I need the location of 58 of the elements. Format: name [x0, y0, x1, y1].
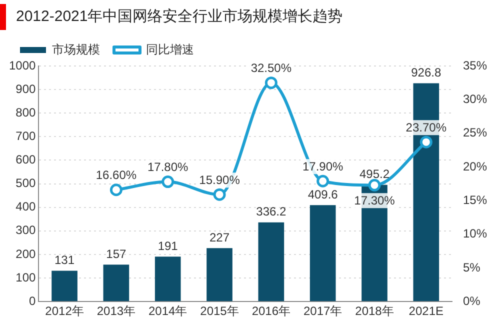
data-label: 495.2 [359, 167, 390, 182]
y2-tick-label: 10% [462, 226, 488, 241]
point [213, 188, 226, 201]
bar [103, 264, 130, 302]
data-label: 23.70% [406, 120, 447, 134]
data-label: 32.50% [250, 61, 292, 76]
y2-tick-label: 0% [462, 294, 481, 308]
x-tick-label: 2018年 [355, 304, 394, 318]
y2-tick-label: 25% [462, 126, 488, 140]
data-label: 15.90% [199, 172, 240, 187]
y2-tick-label: 20% [462, 159, 488, 174]
x-tick-label: 2015年 [200, 304, 239, 318]
bar [154, 256, 181, 302]
y-tick-label: 700 [16, 128, 36, 143]
y2-tick-label: 30% [462, 92, 488, 106]
bar [52, 270, 78, 302]
data-label: 409.6 [308, 187, 338, 202]
data-label: 227 [209, 230, 230, 244]
x-tick-label: 2013年 [96, 304, 136, 318]
y-tick-label: 400 [16, 200, 36, 214]
bar [258, 222, 284, 302]
x-tick-label: 2016年 [252, 304, 291, 318]
bar [206, 248, 232, 302]
data-label: 17.90% [302, 159, 344, 174]
y2-tick-label: 35% [462, 58, 488, 72]
y2-tick-label: 5% [462, 260, 481, 274]
data-label: 17.30% [354, 193, 396, 208]
chart-title: 2012-2021年中国网络安全行业市场规模增长趋势 [16, 7, 343, 26]
y-tick-label: 600 [16, 152, 36, 167]
y-tick-label: 200 [16, 246, 36, 261]
y2-tick-label: 15% [462, 192, 488, 207]
point [368, 178, 381, 192]
data-label: 926.8 [411, 66, 442, 80]
y-tick-label: 0 [29, 294, 36, 308]
legend-label: 市场规模 [52, 42, 100, 56]
point [420, 136, 432, 148]
y-tick-label: 900 [16, 82, 36, 96]
x-tick-label: 2012年 [45, 304, 84, 318]
x-tick-label: 2014年 [148, 304, 188, 318]
point [264, 76, 278, 90]
data-label: 17.80% [147, 160, 189, 174]
data-label: 191 [158, 238, 178, 253]
data-label: 336.2 [256, 204, 287, 219]
y-tick-label: 800 [16, 105, 36, 120]
x-tick-label: 2021E [408, 304, 444, 318]
y-tick-label: 100 [16, 270, 36, 284]
x-tick-label: 2017年 [303, 304, 342, 318]
y-tick-label: 1000 [8, 58, 36, 72]
bar [310, 205, 336, 302]
legend-label: 同比增速 [146, 42, 194, 56]
point [162, 176, 174, 188]
data-label: 157 [106, 246, 127, 261]
y-tick-label: 300 [16, 223, 36, 238]
point [316, 174, 330, 188]
data-label: 131 [54, 253, 75, 268]
data-label: 16.60% [96, 168, 137, 182]
y-tick-label: 500 [16, 176, 36, 190]
point [110, 184, 122, 196]
